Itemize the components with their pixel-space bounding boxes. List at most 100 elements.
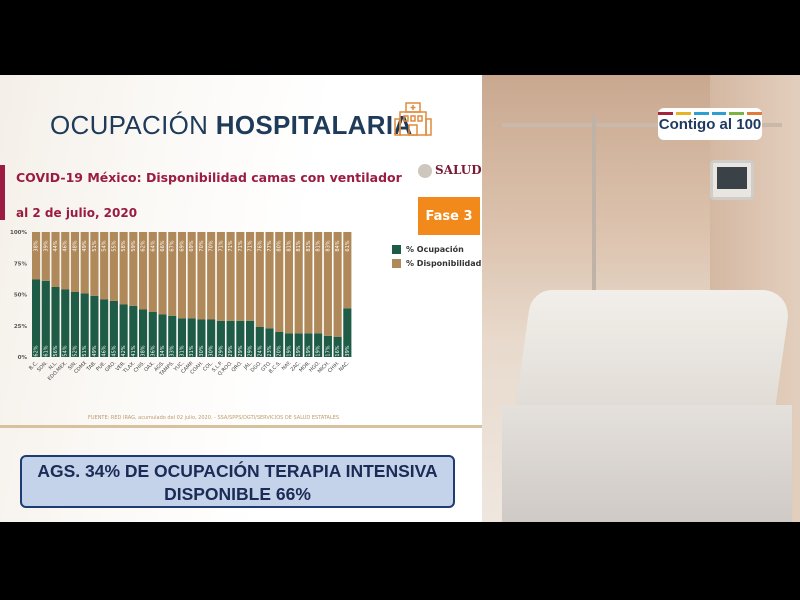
data-label: 61% [345,240,351,251]
chart-date: al 2 de julio, 2020 [16,206,138,220]
data-label: 23% [267,345,273,356]
bar-segment [80,232,89,294]
iv-pole [592,115,596,335]
bar-segment [187,318,196,357]
data-label: 54% [102,240,108,251]
data-label: 44% [53,240,59,251]
data-label: 29% [218,345,224,356]
bar-segment [61,289,70,357]
caption-banner: AGS. 34% DE OCUPACIÓN TERAPIA INTENSIVA D… [20,455,455,508]
data-label: 29% [238,345,244,356]
bar-segment [70,232,80,292]
bar-segment [236,232,245,321]
data-label: 30% [199,345,205,356]
bar-segment [51,287,60,357]
bar-segment [100,299,109,357]
bar-segment [158,232,167,315]
bar-segment [275,332,284,357]
ceiling-rail [502,123,782,127]
bar-segment [343,232,352,309]
bar-segment [70,292,80,357]
bar-segment [187,232,196,319]
x-tick-label: N.L. [48,360,59,371]
data-label: 77% [267,240,273,251]
bar-segment [90,295,99,357]
data-label: 39% [43,240,49,251]
data-label: 67% [170,240,176,251]
data-label: 71% [248,240,254,251]
data-label: 61% [43,345,49,356]
bar-segment [284,333,294,357]
page-title: OCUPACIÓN HOSPITALARIA [50,110,412,141]
bar-segment [323,232,332,336]
data-label: 19% [296,345,302,356]
stacked-bar-chart: 0%25%50%75%100%62%38%B.C.61%39%SON.56%44… [10,230,352,382]
data-label: 17% [325,345,331,356]
bar-segment [216,232,225,321]
data-label: 71% [218,240,224,251]
salud-logo: SALUD [418,163,482,178]
y-tick-label: 100% [10,230,27,236]
data-label: 54% [63,345,69,356]
data-label: 19% [316,345,322,356]
bar-segment [129,305,138,357]
x-tick-label: NAC. [338,360,351,373]
data-label: 56% [53,345,59,356]
data-label: 81% [306,240,312,251]
legend: % Ocupación % Disponibilidad [392,245,481,273]
data-label: 20% [277,345,283,356]
bar-segment [168,315,177,357]
hospital-icon [394,102,432,136]
y-tick-label: 0% [18,355,28,361]
data-label: 76% [257,240,263,251]
source-note: FUENTE: RED IRAG, acumulado del 02 julio… [88,415,340,421]
legend-label: % Disponibilidad [406,259,482,268]
bar-segment [207,319,216,357]
bar-segment [314,333,323,357]
data-label: 69% [189,240,195,251]
data-label: 46% [63,240,69,251]
data-label: 49% [92,345,98,356]
logo-stripe [747,112,762,115]
bar-segment [255,327,264,357]
bar-segment [129,232,138,306]
legend-item-ocupacion: % Ocupación [392,245,481,254]
logo-stripe [675,112,691,115]
bar-segment [216,320,225,357]
bar-segment [284,232,294,334]
bar-segment [265,328,274,357]
bar-segment [294,232,303,334]
legend-swatch [392,259,401,268]
bar-segment [265,232,274,329]
data-label: 30% [209,345,215,356]
data-label: 62% [141,240,147,251]
data-label: 81% [316,240,322,251]
bar-segment [246,232,255,321]
bar-segment [32,232,41,280]
bar-segment [294,333,303,357]
x-tick-label: B.C. [28,360,40,372]
logo-stripe [729,112,745,115]
phase-badge: Fase 3 [418,197,480,235]
accent-bar [0,165,5,220]
bar-segment [255,232,264,327]
contigo-al-100-logo: Contigo al 100 [658,108,762,140]
bar-segment [246,320,255,357]
bar-segment [207,232,216,320]
bar-segment [148,232,157,312]
logo-text: Contigo al 100 [658,116,762,133]
bar-segment [333,232,342,337]
data-label: 64% [150,240,156,251]
data-label: 38% [34,240,40,251]
bar-segment [177,318,187,357]
y-tick-label: 75% [14,261,28,267]
data-label: 70% [209,240,215,251]
bar-segment [109,300,118,357]
bar-segment [275,232,284,332]
data-label: 80% [277,240,283,251]
data-label: 42% [121,345,127,356]
data-label: 59% [131,240,137,251]
slide-panel: OCUPACIÓN HOSPITALARIA COVID-19 México: … [0,75,482,522]
x-tick-label: SIN. [67,360,79,372]
bar-segment [148,312,157,357]
